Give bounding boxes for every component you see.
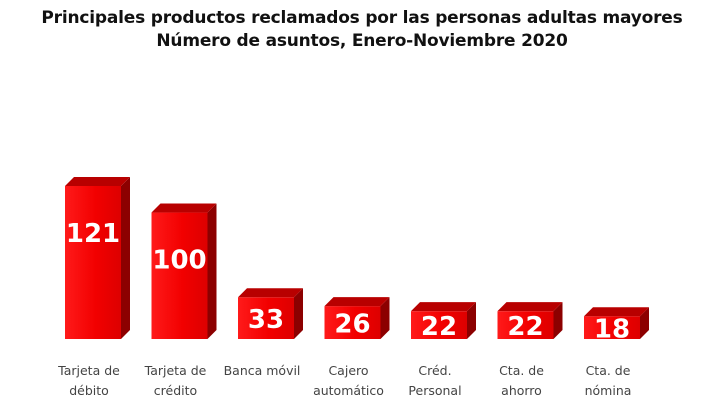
category-label-line: ahorro	[501, 383, 542, 398]
bar-front-6	[584, 316, 640, 339]
data-label-4: 22	[421, 312, 457, 342]
data-label-5: 22	[507, 312, 543, 342]
category-label-line: crédito	[154, 383, 197, 398]
bar-3	[324, 297, 390, 339]
category-label-4: Créd. Personal	[408, 363, 461, 398]
bar-front-5	[497, 311, 554, 339]
category-label-0: Tarjeta de débito	[57, 363, 120, 398]
category-label-2: Banca móvil	[224, 363, 301, 378]
chart-title: Principales productos reclamados por las…	[41, 8, 683, 28]
chart-subtitle: Número de asuntos, Enero-Noviembre 2020	[156, 31, 568, 51]
category-label-line: Personal	[408, 383, 461, 398]
category-label-line: Cajero	[328, 363, 368, 378]
category-label-line: nómina	[585, 383, 632, 398]
bar-front-0	[65, 186, 121, 339]
bar-side-4	[467, 302, 476, 339]
bar-front-1	[151, 212, 208, 339]
bar-top-0	[65, 177, 130, 186]
category-label-line: Banca móvil	[224, 363, 301, 378]
category-label-line: Créd.	[418, 363, 451, 378]
bar-2	[238, 288, 303, 339]
category-label-1: Tarjeta de crédito	[144, 363, 207, 398]
category-label-line: débito	[69, 383, 109, 398]
bar-side-3	[380, 297, 390, 339]
bar-top-6	[584, 307, 649, 317]
bar-front-4	[411, 311, 467, 339]
bar-top-5	[497, 302, 563, 312]
data-label-6: 18	[594, 315, 630, 345]
category-label-line: Tarjeta de	[144, 363, 207, 378]
bar-side-1	[207, 203, 217, 339]
data-label-3: 26	[334, 310, 370, 340]
bar-5	[497, 302, 563, 339]
category-label-line: automático	[313, 383, 384, 398]
data-label-2: 33	[248, 305, 284, 335]
category-label-6: Cta. de nómina	[585, 363, 632, 398]
bar-side-2	[294, 288, 303, 339]
bar-top-1	[151, 203, 217, 213]
bar-6	[584, 307, 649, 339]
category-label-3: Cajero automático	[313, 363, 384, 398]
category-label-line: Cta. de	[586, 363, 631, 378]
bar-1	[151, 203, 217, 339]
bar-top-4	[411, 302, 476, 312]
data-label-1: 100	[152, 246, 206, 276]
category-label-line: Cta. de	[499, 363, 544, 378]
bar-0	[65, 177, 130, 339]
bar-side-5	[553, 302, 563, 339]
bar-front-2	[238, 297, 294, 339]
bar-front-3	[324, 306, 381, 339]
data-label-0: 121	[66, 219, 120, 249]
bar-4	[411, 302, 476, 339]
bar-top-3	[324, 297, 390, 307]
bar-side-6	[640, 307, 649, 339]
category-label-5: Cta. de ahorro	[499, 363, 544, 398]
bar-side-0	[121, 177, 130, 339]
category-label-line: Tarjeta de	[57, 363, 120, 378]
bar-top-2	[238, 288, 303, 298]
